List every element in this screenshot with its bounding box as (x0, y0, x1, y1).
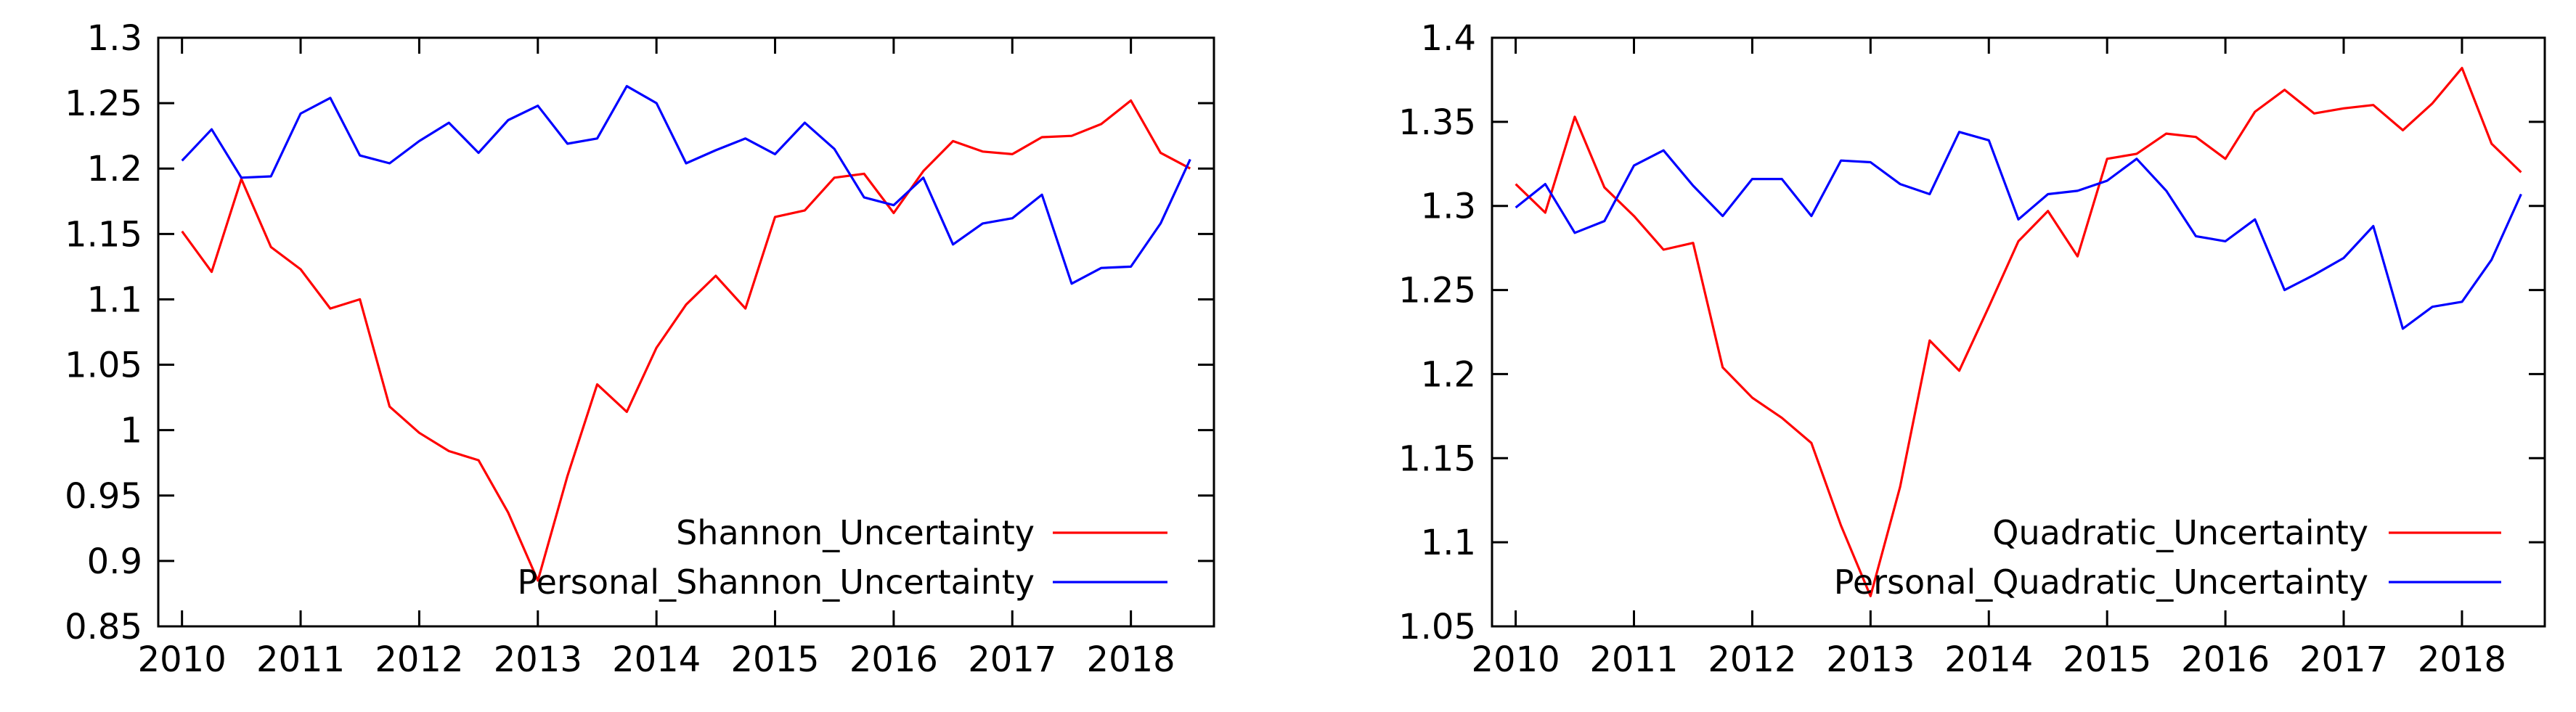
y-tick-label: 1 (120, 411, 142, 451)
plot-frame (1491, 36, 2546, 628)
y-tick-label: 1.2 (1421, 354, 1476, 395)
x-tick-label: 2017 (968, 639, 1056, 680)
y-tick-label: 0.85 (65, 607, 142, 647)
x-tick-label: 2013 (1826, 639, 1915, 680)
series-line-personal-quadratic-uncertainty (1515, 131, 2522, 330)
x-tick-label: 2014 (612, 639, 701, 680)
y-tick-label: 0.9 (87, 541, 142, 582)
x-tick-label: 2012 (375, 639, 463, 680)
y-tick-label: 1.15 (65, 214, 142, 255)
y-tick-label: 1.2 (87, 149, 142, 189)
x-tick-label: 2013 (494, 639, 582, 680)
x-tick-label: 2015 (2063, 639, 2151, 680)
x-tick-label: 2010 (1472, 639, 1560, 680)
y-tick-label: 1.1 (1421, 523, 1476, 563)
y-tick-label: 1.25 (65, 83, 142, 124)
y-tick-label: 1.25 (1398, 271, 1476, 311)
legend-label: Quadratic_Uncertainty (1992, 513, 2368, 552)
y-tick-label: 1.3 (87, 18, 142, 59)
x-tick-label: 2016 (2181, 639, 2270, 680)
y-tick-label: 0.95 (65, 476, 142, 517)
y-tick-label: 1.35 (1398, 102, 1476, 143)
x-tick-label: 2017 (2299, 639, 2388, 680)
y-tick-label: 1.1 (87, 279, 142, 320)
x-tick-label: 2011 (1589, 639, 1678, 680)
series-line-shannon-uncertainty (181, 99, 1191, 582)
x-tick-label: 2018 (1087, 639, 1175, 680)
legend-label: Personal_Shannon_Uncertainty (518, 562, 1035, 602)
x-tick-label: 2018 (2418, 639, 2506, 680)
series-line-quadratic-uncertainty (1515, 67, 2522, 597)
y-tick-label: 1.15 (1398, 438, 1476, 479)
y-tick-label: 1.05 (65, 345, 142, 386)
legend-label: Shannon_Uncertainty (676, 513, 1035, 552)
y-tick-label: 1.3 (1421, 187, 1476, 227)
x-tick-label: 2012 (1708, 639, 1796, 680)
legend-label: Personal_Quadratic_Uncertainty (1834, 562, 2368, 602)
x-tick-label: 2011 (256, 639, 345, 680)
shannon-chart: 0.85 0.9 0.95 1 1.05 1.1 1.15 1.2 1.25 1.3 2010 201… (65, 18, 1215, 680)
x-tick-label: 2016 (849, 639, 938, 680)
y-tick-label: 1.4 (1421, 18, 1476, 59)
x-tick-label: 2015 (730, 639, 819, 680)
x-tick-label: 2014 (1944, 639, 2033, 680)
series-line-personal-shannon-uncertainty (181, 85, 1191, 285)
plot-frame (157, 36, 1215, 628)
quadratic-chart: 1.05 1.1 1.15 1.2 1.25 1.3 1.35 1.4 2010 2011 2012… (1398, 18, 2546, 680)
x-tick-label: 2010 (138, 639, 227, 680)
y-tick-label: 1.05 (1398, 607, 1476, 647)
